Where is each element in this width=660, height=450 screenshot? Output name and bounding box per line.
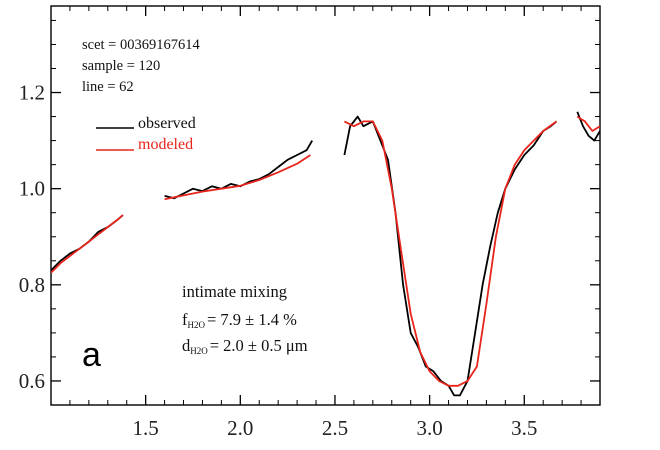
info-block: scet = 00369167614 sample = 120 line = 6… [82, 37, 200, 95]
annotation-fraction: fH2O = 7.9 ± 1.4 % [182, 310, 297, 330]
panel-label: a [82, 336, 101, 374]
series-modeled-line [164, 154, 311, 201]
series-modeled-line [576, 115, 600, 132]
legend-label-modeled: modeled [138, 136, 193, 153]
x-tick-label: 2.5 [322, 416, 348, 440]
series-observed-line [343, 115, 558, 397]
info-line-scet: scet = 00369167614 [82, 37, 200, 53]
info-line-sample: sample = 120 [82, 58, 160, 74]
series-observed-line [576, 111, 600, 142]
legend: observed modeled [96, 115, 196, 153]
x-tick-label: 2.0 [227, 416, 253, 440]
series-modeled-line [51, 214, 124, 274]
mixing-annotation: intimate mixing fH2O = 7.9 ± 1.4 % dH2O = … [182, 282, 308, 356]
plot-area: 1.5 2.0 2.5 3.0 3.5 0.6 0.8 1.0 1.2 [19, 5, 601, 440]
legend-label-observed: observed [138, 115, 196, 132]
x-tick-label: 3.0 [416, 416, 442, 440]
x-tick-label: 1.5 [133, 416, 159, 440]
y-tick-label: 0.8 [19, 273, 45, 297]
series-modeled-line [343, 120, 558, 387]
annotation-diameter: dH2O = 2.0 ± 0.5 μm [182, 336, 308, 356]
plot-frame [50, 5, 601, 406]
y-tick-label: 1.0 [19, 177, 45, 201]
info-line-line: line = 62 [82, 79, 134, 95]
y-tick-label: 0.6 [19, 369, 45, 393]
y-tick-label: 1.2 [19, 81, 45, 105]
annotation-title: intimate mixing [182, 282, 287, 301]
x-tick-label: 3.5 [511, 416, 537, 440]
